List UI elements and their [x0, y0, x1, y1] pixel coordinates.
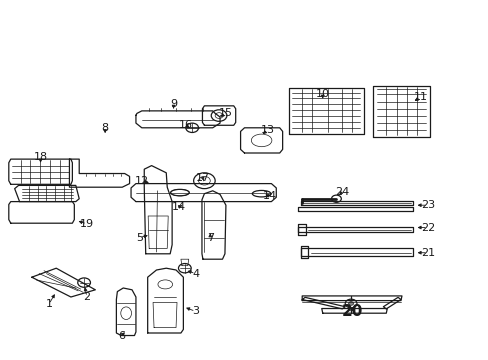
- Text: 14: 14: [171, 202, 185, 212]
- Text: 14: 14: [263, 191, 276, 201]
- Text: 9: 9: [170, 99, 177, 109]
- Text: 6: 6: [118, 330, 124, 341]
- Text: 23: 23: [420, 200, 434, 210]
- Text: 18: 18: [34, 152, 47, 162]
- Text: 16: 16: [179, 120, 192, 130]
- Text: 21: 21: [420, 248, 434, 258]
- Text: 17: 17: [196, 173, 209, 183]
- Text: 13: 13: [261, 125, 274, 135]
- Text: 2: 2: [83, 292, 90, 302]
- Text: 10: 10: [315, 89, 329, 99]
- Text: 12: 12: [135, 176, 148, 186]
- Text: 20: 20: [341, 304, 362, 319]
- Text: 4: 4: [192, 269, 199, 279]
- Text: 15: 15: [219, 108, 232, 118]
- Text: 8: 8: [102, 123, 108, 133]
- Text: 7: 7: [206, 233, 213, 243]
- Text: 19: 19: [80, 219, 94, 229]
- Text: 22: 22: [420, 222, 434, 233]
- Text: 1: 1: [45, 299, 52, 309]
- Circle shape: [215, 113, 223, 118]
- Text: 11: 11: [413, 92, 427, 102]
- Text: 3: 3: [192, 306, 199, 316]
- Text: 5: 5: [136, 233, 142, 243]
- Circle shape: [348, 302, 353, 305]
- Text: 24: 24: [334, 186, 349, 197]
